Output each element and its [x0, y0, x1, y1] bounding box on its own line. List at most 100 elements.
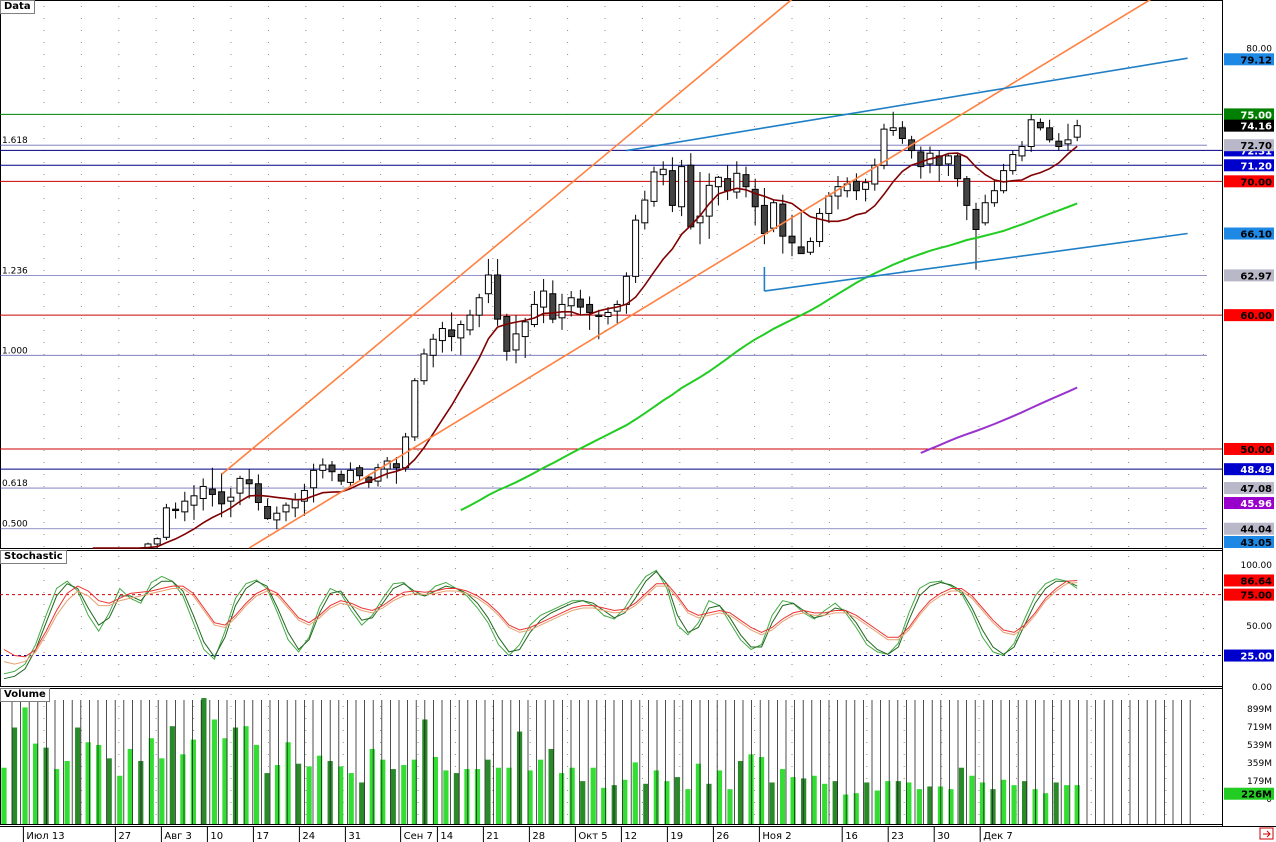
volume-bar	[1021, 781, 1028, 824]
date-label: 31	[348, 831, 361, 842]
date-axis: Июл 13 27 Авг 3 10 17 24 31 Сен 7 14 21 28 Окт 5 12 1…	[0, 826, 1276, 842]
candle	[604, 311, 612, 317]
fib-tag: 62.97	[1240, 271, 1272, 282]
volume-bar	[243, 726, 249, 824]
volume-bar	[737, 761, 744, 824]
candle	[687, 164, 695, 228]
candle	[1055, 140, 1063, 148]
volume-bar	[695, 763, 702, 824]
price-tag-bg	[1224, 53, 1274, 66]
candle	[650, 171, 658, 202]
candle	[245, 479, 253, 485]
volume-bar	[32, 743, 39, 824]
date-label: Ноя 2	[762, 831, 791, 842]
level-tag-bg	[1224, 442, 1274, 455]
volume-bar	[75, 727, 81, 824]
candle	[825, 195, 833, 214]
candle	[512, 333, 520, 351]
volume-bar	[990, 789, 996, 824]
stoch-line-2	[3, 580, 1078, 658]
volume-pane	[0, 688, 1223, 825]
candle	[448, 329, 456, 338]
volume-bar	[432, 757, 438, 824]
candle	[972, 208, 980, 230]
volume-bar	[506, 767, 512, 824]
candle	[586, 303, 594, 313]
volume-bar	[296, 763, 302, 824]
candle	[1073, 125, 1081, 138]
candle	[549, 293, 557, 320]
date-label: 19	[670, 831, 683, 842]
volume-bar	[380, 759, 386, 824]
date-label: 17	[256, 831, 269, 842]
date-label: Июл 13	[26, 831, 64, 842]
volume-bar	[832, 781, 838, 824]
fib-tag-bg	[1224, 482, 1274, 495]
volume-bar	[559, 773, 565, 824]
volume-bar	[916, 789, 922, 824]
volume-bar	[169, 726, 175, 824]
volume-bar	[159, 758, 165, 824]
candle	[291, 499, 299, 509]
corner-arrow-icon-glyph	[1263, 830, 1271, 838]
stoch-ref-tag: 75.00	[1240, 591, 1272, 602]
volume-bar	[211, 719, 218, 824]
candle	[346, 469, 354, 483]
volume-bar	[801, 778, 807, 824]
volume-bar	[317, 755, 323, 824]
candle	[797, 246, 805, 255]
candle	[199, 485, 207, 499]
volume-bar	[580, 781, 586, 824]
volume-bar	[948, 789, 954, 824]
candle	[530, 303, 538, 326]
level-tag-bg	[1224, 463, 1274, 476]
candle	[806, 241, 814, 253]
fib-tag-bg	[1224, 269, 1274, 282]
volume-bar	[843, 794, 849, 824]
volume-bar	[527, 770, 533, 824]
candle	[880, 128, 888, 166]
candle	[420, 353, 428, 382]
volume-bar	[1053, 782, 1059, 824]
date-label: 16	[845, 831, 858, 842]
candle	[494, 274, 502, 320]
volume-bar	[264, 773, 270, 824]
volume-bar	[148, 738, 154, 824]
volume-bar	[443, 770, 449, 824]
volume-bar	[180, 754, 186, 824]
price-axis: 75.00 72.31 71.20 70.00 60.00 50.00 48.49 72.70…	[1222, 0, 1274, 826]
volume-bar	[127, 748, 133, 824]
stoch-line-3	[3, 582, 1078, 665]
candle	[632, 219, 640, 277]
ma-mid-line	[460, 202, 1078, 512]
volume-bar	[201, 698, 207, 824]
volume-bar	[748, 754, 754, 824]
date-label: Дек 7	[983, 831, 1013, 842]
volume-bar	[359, 782, 365, 824]
volume-bar	[653, 770, 659, 824]
level-tag: 72.31	[1240, 146, 1272, 157]
candle	[208, 488, 216, 495]
stoch-ref-tag: 25.00	[1240, 652, 1272, 663]
volume-bar	[601, 787, 607, 824]
date-label: 21	[486, 831, 499, 842]
volume-bar	[495, 767, 502, 824]
candle	[466, 314, 474, 331]
volume-bar	[548, 748, 554, 824]
price-axis-tick: 80.00	[1246, 45, 1272, 55]
ma-long-line	[920, 386, 1078, 454]
candle	[227, 496, 235, 502]
volume-bar	[411, 759, 417, 824]
candle	[641, 199, 649, 224]
stoch-current-tag: 86.64	[1240, 576, 1272, 587]
volume-bar	[190, 739, 196, 824]
trend-line-orange-upper	[221, 0, 793, 476]
candle	[429, 338, 437, 356]
date-label: 30	[937, 831, 950, 842]
price-tag-bg	[1224, 227, 1274, 240]
stoch-axis-tick: 100.00	[1241, 561, 1273, 571]
pane-frame	[0, 0, 1223, 549]
candle	[153, 538, 161, 545]
stoch-line-1	[3, 570, 1078, 680]
candle	[622, 275, 630, 305]
